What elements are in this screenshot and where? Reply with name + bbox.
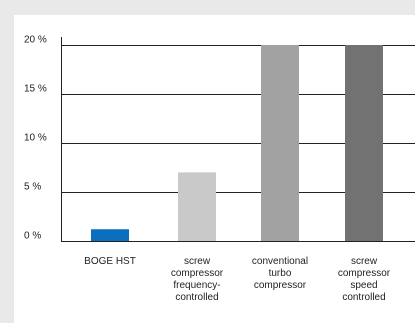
bar — [261, 45, 299, 241]
chart-panel: 0 % 5 % 10 % 15 % 20 % BOGE HST screw compress… — [14, 15, 415, 323]
bar — [91, 229, 129, 241]
category-label: conventional turbo compressor — [252, 256, 308, 291]
category-label: BOGE HST — [84, 256, 136, 267]
bar — [178, 172, 216, 241]
bars — [91, 45, 383, 241]
category-label: screw compressor speed controlled — [338, 256, 391, 303]
y-tick-labels: 0 % 5 % 10 % 15 % 20 % — [24, 35, 47, 242]
category-label: screw compressor frequency-controlled — [171, 256, 224, 303]
y-tick-label: 5 % — [24, 182, 41, 193]
y-tick-label: 0 % — [24, 231, 41, 242]
y-tick-label: 10 % — [24, 133, 47, 144]
bar-chart: 0 % 5 % 10 % 15 % 20 % BOGE HST screw compress… — [24, 35, 415, 303]
bar — [345, 45, 383, 241]
y-tick-label: 15 % — [24, 84, 47, 95]
category-labels: BOGE HST screw compressor frequency-control… — [84, 256, 391, 303]
y-tick-label: 20 % — [24, 35, 47, 46]
